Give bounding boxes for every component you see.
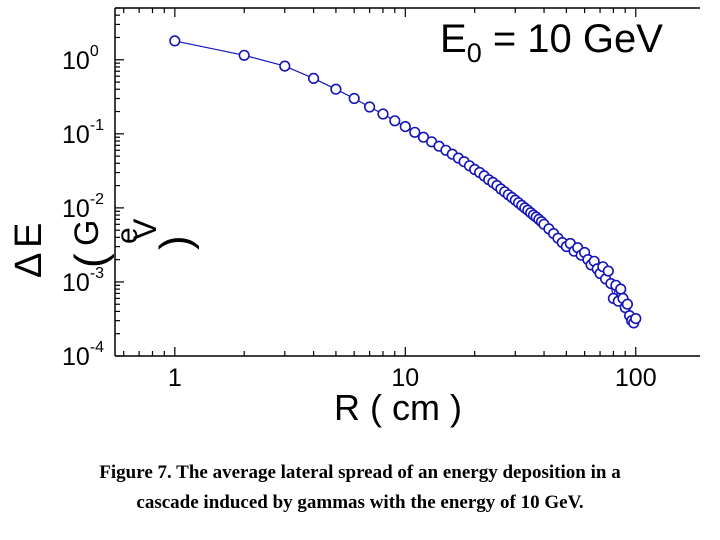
y-tick-label: 10-3 bbox=[62, 265, 104, 297]
caption-line-1: Figure 7. The average lateral spread of … bbox=[99, 462, 621, 483]
energy-annotation: E0 = 10 GeV bbox=[440, 17, 663, 68]
x-axis-label: R ( cm ) bbox=[334, 387, 462, 428]
data-point bbox=[399, 120, 411, 133]
y-tick-label: 10-4 bbox=[62, 339, 104, 371]
series-line bbox=[174, 40, 637, 324]
data-markers bbox=[169, 35, 642, 329]
svg-text:Δ: Δ bbox=[8, 253, 50, 278]
data-point bbox=[389, 115, 401, 127]
svg-text:G: G bbox=[68, 220, 106, 246]
svg-text:e: e bbox=[111, 227, 144, 244]
data-point bbox=[364, 101, 376, 113]
figure-caption: Figure 7. The average lateral spread of … bbox=[0, 458, 720, 518]
data-point bbox=[238, 49, 250, 61]
svg-text:(: ( bbox=[66, 253, 115, 268]
caption-line-2: cascade induced by gammas with the energ… bbox=[136, 492, 584, 513]
data-point bbox=[602, 265, 614, 277]
y-axis-ticks: 100 10-1 10-2 10-3 10-4 bbox=[62, 7, 124, 371]
y-axis-label: Δ E ( G e V ) bbox=[8, 218, 200, 278]
y-tick-label: 10-2 bbox=[62, 191, 104, 223]
x-axis-ticks: 1 10 100 bbox=[123, 8, 657, 392]
y-tick-label: 100 bbox=[62, 43, 99, 75]
y-tick-label: 10-1 bbox=[62, 117, 104, 149]
data-point bbox=[279, 60, 291, 72]
x-tick-label: 1 bbox=[168, 364, 182, 392]
data-point bbox=[409, 126, 421, 138]
data-point bbox=[330, 83, 342, 95]
data-point bbox=[169, 35, 181, 47]
data-point bbox=[615, 283, 627, 295]
data-point bbox=[308, 72, 320, 84]
svg-text:E: E bbox=[8, 223, 50, 248]
data-point bbox=[377, 108, 389, 120]
data-point bbox=[621, 298, 634, 310]
svg-text:): ) bbox=[151, 235, 200, 250]
x-tick-label: 10 bbox=[391, 364, 419, 392]
data-point bbox=[630, 313, 642, 325]
x-tick-label: 100 bbox=[615, 364, 657, 392]
data-point bbox=[417, 131, 430, 143]
data-point bbox=[348, 92, 360, 105]
svg-text:V: V bbox=[127, 218, 163, 240]
